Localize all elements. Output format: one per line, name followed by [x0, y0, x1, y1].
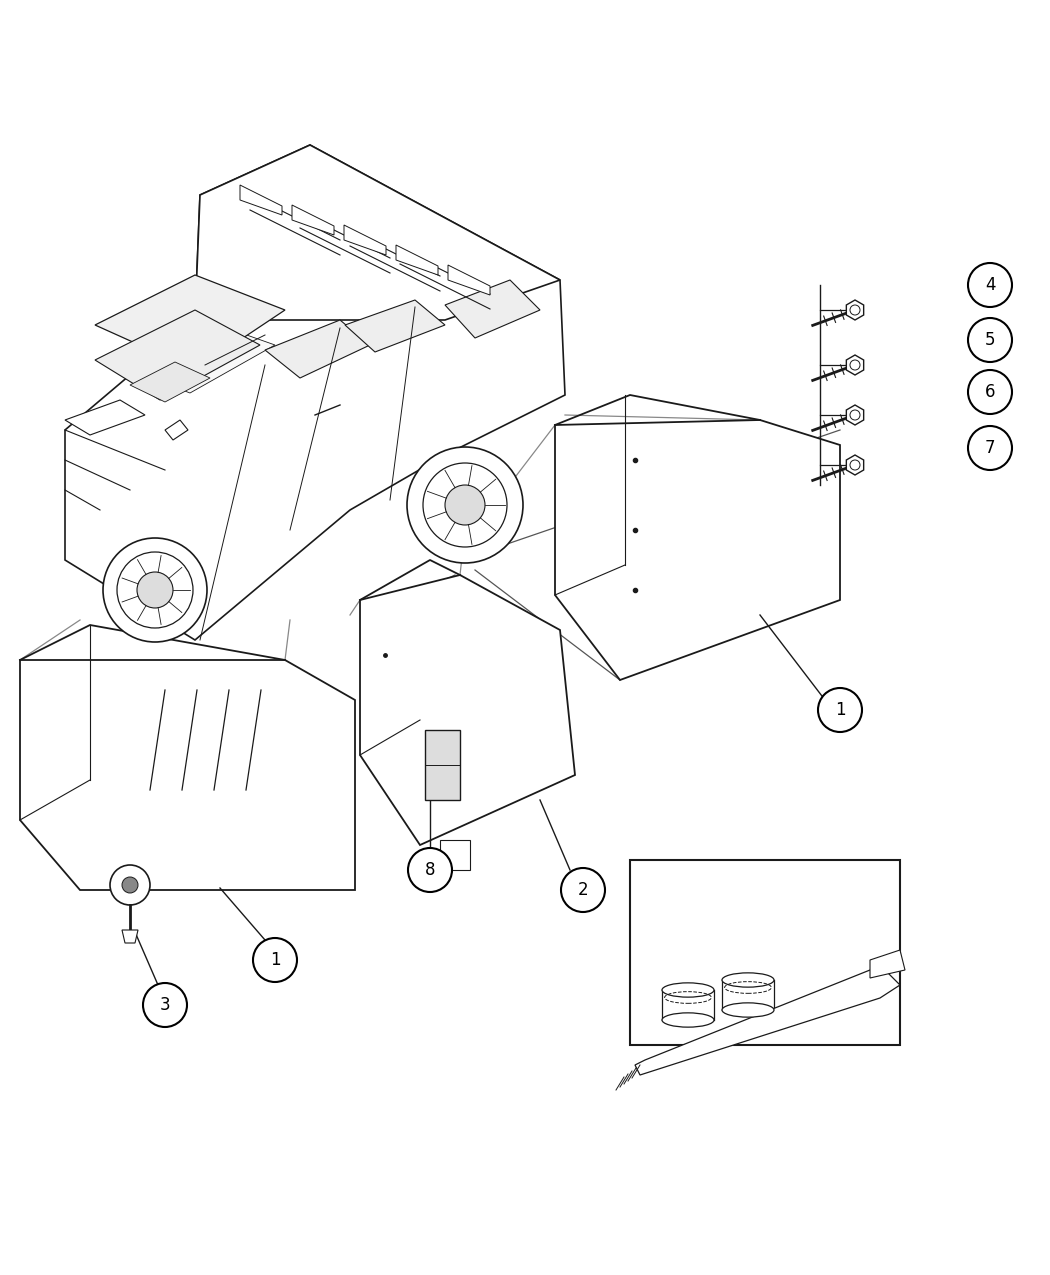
Text: 8: 8	[425, 861, 436, 878]
Circle shape	[968, 370, 1012, 414]
Text: 6: 6	[985, 382, 995, 402]
Text: 7: 7	[985, 439, 995, 456]
Circle shape	[968, 426, 1012, 470]
Polygon shape	[445, 280, 540, 338]
Polygon shape	[65, 400, 145, 435]
Polygon shape	[396, 245, 438, 275]
Polygon shape	[440, 840, 470, 870]
Polygon shape	[20, 660, 355, 890]
Polygon shape	[846, 354, 864, 375]
Circle shape	[408, 848, 452, 892]
Polygon shape	[94, 275, 285, 370]
Circle shape	[103, 538, 207, 643]
Polygon shape	[292, 205, 334, 235]
Text: 4: 4	[985, 275, 995, 295]
Text: 3: 3	[160, 996, 170, 1014]
Polygon shape	[344, 224, 386, 255]
Polygon shape	[846, 455, 864, 476]
Polygon shape	[555, 419, 840, 680]
Polygon shape	[846, 300, 864, 320]
Polygon shape	[265, 320, 370, 377]
Polygon shape	[94, 310, 260, 400]
Polygon shape	[635, 970, 900, 1075]
Polygon shape	[105, 315, 275, 393]
Circle shape	[818, 688, 862, 732]
Polygon shape	[360, 575, 575, 845]
Polygon shape	[195, 145, 560, 320]
Text: 2: 2	[578, 881, 588, 899]
Polygon shape	[122, 929, 138, 944]
Circle shape	[136, 572, 173, 608]
Circle shape	[407, 448, 523, 564]
Circle shape	[561, 868, 605, 912]
Polygon shape	[165, 419, 188, 440]
Ellipse shape	[722, 1003, 774, 1017]
Circle shape	[445, 484, 485, 525]
Circle shape	[253, 938, 297, 982]
Polygon shape	[65, 145, 565, 640]
Polygon shape	[870, 950, 905, 978]
Ellipse shape	[662, 983, 714, 997]
Polygon shape	[130, 362, 210, 402]
Polygon shape	[425, 731, 460, 799]
Circle shape	[143, 983, 187, 1026]
Polygon shape	[448, 265, 490, 295]
Polygon shape	[846, 405, 864, 425]
Ellipse shape	[722, 973, 774, 987]
Text: 5: 5	[985, 332, 995, 349]
Circle shape	[968, 263, 1012, 307]
Bar	[630, 861, 900, 1046]
Polygon shape	[240, 185, 282, 215]
Circle shape	[110, 864, 150, 905]
Ellipse shape	[662, 1012, 714, 1028]
Circle shape	[122, 877, 138, 892]
Circle shape	[968, 317, 1012, 362]
Text: 1: 1	[270, 951, 280, 969]
Polygon shape	[345, 300, 445, 352]
Text: 1: 1	[835, 701, 845, 719]
